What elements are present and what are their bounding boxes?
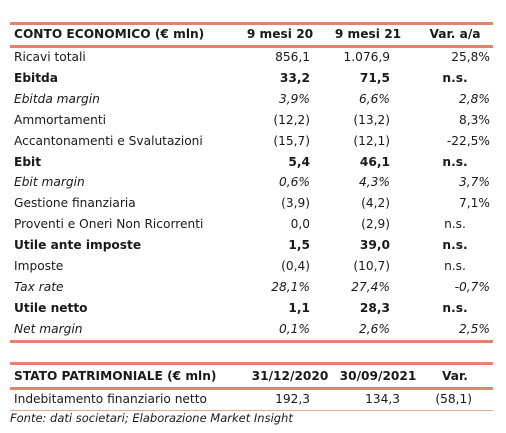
income-row: Ammortamenti (12,2) (13,2) 8,3% [10,110,493,131]
income-row-value-1: (15,7) [273,133,310,148]
balance-header-row: STATO PATRIMONIALE (€ mln) 31/12/2020 30… [10,366,493,387]
income-header-period-2: 9 mesi 21 [334,27,402,41]
income-row-label: Ebit margin [14,175,85,190]
balance-row-value-1: 192,3 [275,392,310,406]
income-row: Ebit margin 0,6% 4,3% 3,7% [10,172,493,193]
income-header-rule [10,45,493,48]
income-row-value-2: 27,4% [351,279,390,294]
income-row-change: 2,5% [459,321,490,336]
income-row-value-1: (0,4) [281,259,310,273]
income-row-change: n.s. [444,217,466,232]
income-bottom-rule [10,340,493,343]
income-row-change: n.s. [442,70,468,85]
income-row-value-2: (2,9) [361,217,390,232]
income-top-rule [10,22,493,25]
income-row-value-2: (12,1) [353,133,390,148]
income-row: Utile netto 1,1 28,3 n.s. [10,298,493,319]
income-row-value-1: (12,2) [273,112,310,127]
balance-top-rule [10,362,493,365]
income-header-label: CONTO ECONOMICO (€ mln) [14,27,205,41]
income-row-value-1: 0,0 [290,217,310,232]
income-row-change: n.s. [442,238,468,253]
income-row-value-1: 5,4 [288,154,310,169]
income-row-label: Proventi e Oneri Non Ricorrenti [14,217,204,232]
income-row-change: n.s. [444,259,466,273]
balance-bottom-rule [10,410,493,411]
income-row-value-2: (13,2) [353,112,390,127]
income-row-label: Accantonamenti e Svalutazioni [14,133,203,148]
income-row-label: Ebitda margin [14,91,100,106]
income-row-label: Utile netto [14,300,88,315]
income-row-label: Gestione finanziaria [14,196,136,211]
income-row: Ebitda 33,2 71,5 n.s. [10,68,493,89]
balance-header-label: STATO PATRIMONIALE (€ mln) [14,369,217,383]
income-row-value-1: 1,1 [288,300,310,315]
income-row-value-1: 0,6% [279,175,310,190]
income-row-label: Imposte [14,259,64,273]
income-row-value-1: 28,1% [271,279,310,294]
income-row: Utile ante imposte 1,5 39,0 n.s. [10,235,493,256]
income-row-change: 7,1% [459,196,490,211]
income-row: Net margin 0,1% 2,6% 2,5% [10,319,493,340]
income-row-change: -22,5% [446,133,490,148]
income-row-value-2: 71,5 [359,70,390,85]
income-row-value-2: (10,7) [353,259,390,273]
income-row-value-2: 2,6% [359,321,390,336]
balance-row-value-2: 134,3 [365,392,400,406]
income-row-value-2: 46,1 [359,154,390,169]
income-row-change: 2,8% [459,91,490,106]
income-row-change: 3,7% [459,175,490,190]
income-row-value-2: 28,3 [359,300,390,315]
income-row: Tax rate 28,1% 27,4% -0,7% [10,277,493,298]
income-row-value-2: 39,0 [359,238,390,253]
income-row-change: 25,8% [451,50,490,64]
income-row-change: n.s. [442,154,468,169]
income-header-row: CONTO ECONOMICO (€ mln) 9 mesi 20 9 mesi… [10,24,493,45]
income-header-period-1: 9 mesi 20 [246,27,314,41]
balance-header-rule [10,387,493,390]
income-row-change: 8,3% [459,112,490,127]
income-row-change: -0,7% [454,279,490,294]
income-row-label: Tax rate [14,279,64,294]
income-row-value-1: 33,2 [279,70,310,85]
balance-header-date-1: 31/12/2020 [251,369,329,383]
income-row-label: Net margin [14,321,83,336]
income-row-value-1: 856,1 [275,50,310,64]
source-footnote: Fonte: dati societari; Elaborazione Mark… [10,411,293,425]
income-row-value-2: 6,6% [359,91,390,106]
income-row-value-2: (4,2) [361,196,390,211]
income-header-change: Var. a/a [429,27,481,41]
income-row-label: Ebit [14,154,42,169]
income-row: Imposte (0,4) (10,7) n.s. [10,256,493,277]
income-row-label: Ricavi totali [14,50,86,64]
income-row: Ricavi totali 856,1 1.076,9 25,8% [10,47,493,68]
income-row-label: Ammortamenti [14,112,107,127]
income-row-value-1: 1,5 [288,238,310,253]
income-row-value-1: 0,1% [279,321,310,336]
income-row-label: Ebitda [14,70,59,85]
income-row-value-2: 4,3% [359,175,390,190]
balance-row: Indebitamento finanziario netto 192,3 13… [10,389,493,410]
income-row: Ebit 5,4 46,1 n.s. [10,152,493,173]
income-row-value-1: (3,9) [281,196,310,211]
balance-header-date-2: 30/09/2021 [339,369,417,383]
income-row: Ebitda margin 3,9% 6,6% 2,8% [10,89,493,110]
income-row: Proventi e Oneri Non Ricorrenti 0,0 (2,9) n… [10,214,493,235]
income-row-change: n.s. [442,300,468,315]
balance-header-change: Var. [442,369,468,383]
income-row-label: Utile ante imposte [14,238,142,253]
income-row-value-1: 3,9% [279,91,310,106]
balance-row-change: (58,1) [435,392,472,406]
balance-row-label: Indebitamento finanziario netto [14,392,207,406]
income-row-value-2: 1.076,9 [343,50,390,64]
income-row: Accantonamenti e Svalutazioni (15,7) (12,1… [10,131,493,152]
income-row: Gestione finanziaria (3,9) (4,2) 7,1% [10,193,493,214]
